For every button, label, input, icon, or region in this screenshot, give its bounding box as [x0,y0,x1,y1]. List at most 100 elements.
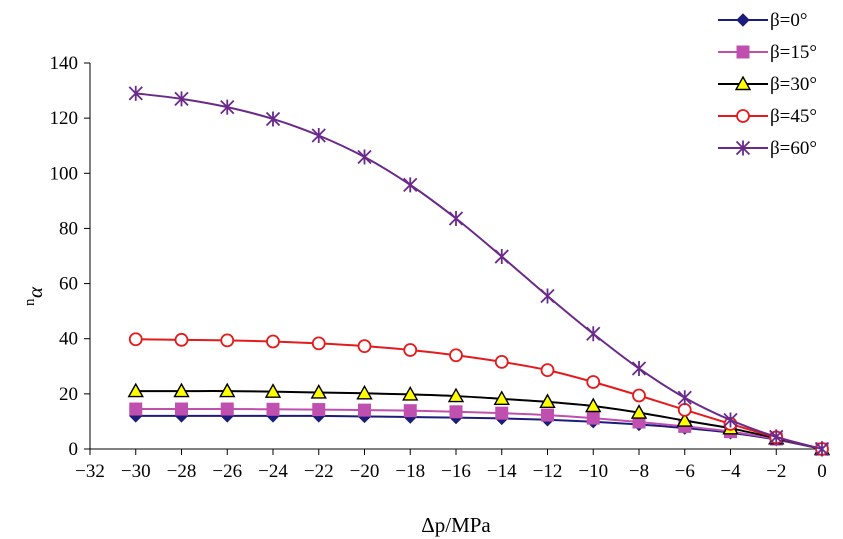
data-point [448,211,464,227]
y-tick-label: 40 [59,329,78,350]
legend-marker [735,140,751,156]
x-axis-title: Δp/MPa [421,513,491,537]
legend-item: β=60° [718,138,817,159]
series-line [135,92,823,450]
legend-label: β=60° [770,138,817,159]
data-point [586,326,601,342]
data-point [585,397,602,413]
data-point [129,402,143,416]
legend-item: β=30° [718,74,817,95]
y-tick-label: 80 [59,218,78,239]
data-point [220,402,234,416]
series-3 [128,332,829,456]
data-point [128,332,143,347]
y-axis-title-main: α [23,286,47,298]
data-point [403,404,417,418]
series-1 [129,402,829,456]
data-point [769,429,784,445]
data-point [676,412,693,427]
data-point [539,393,556,409]
series-line [135,414,823,450]
data-point [630,404,648,419]
x-tick-label: −6 [675,461,695,482]
data-point [402,385,419,401]
x-tick-label: −8 [629,461,649,482]
y-axis-title: n α [22,286,47,306]
data-point [677,402,692,417]
data-point [220,99,235,115]
data-point [493,390,510,406]
data-point [312,403,326,417]
x-tick-label: −30 [121,461,151,482]
data-point [586,411,600,425]
data-point [541,408,554,422]
data-point [265,111,281,127]
data-point [356,384,373,400]
x-tick-label: −10 [578,461,608,482]
legend-item: β=45° [718,106,817,127]
legend-label: β=0° [770,10,807,31]
x-tick-label: −14 [487,461,517,482]
data-point [540,288,555,304]
data-point [266,334,280,349]
legend-label: β=30° [770,74,817,95]
data-point [814,441,830,457]
data-point [723,412,738,428]
legend-marker [736,13,750,27]
data-point [632,388,646,403]
data-point [677,390,692,406]
data-point [540,363,555,378]
data-point [310,384,327,399]
legend-marker [734,75,752,91]
data-point [219,382,236,398]
x-tick-label: −26 [212,461,242,482]
series-4 [128,85,830,457]
legend-label: β=15° [770,42,817,63]
x-tick-label: 0 [817,461,827,482]
y-tick-label: 100 [50,163,79,184]
data-point [403,343,418,357]
x-ticks: −32 −30 −28 −26 −24 −22 −20 −18 −16 −14 −12 −10 −8 −6… [75,449,827,482]
x-tick-label: −18 [395,461,425,482]
data-point [449,348,463,363]
x-tick-label: −16 [441,461,471,482]
x-tick-label: −22 [304,461,334,482]
legend-item: β=15° [718,42,817,63]
series-line [135,390,823,450]
data-point [311,336,326,351]
data-point [264,383,282,398]
x-tick-label: −24 [258,461,288,482]
data-point [357,339,372,354]
legend-item: β=0° [718,10,807,31]
x-tick-label: −12 [533,461,563,482]
data-point [447,387,465,403]
data-point [128,85,143,101]
data-point [449,405,463,419]
y-axis-title-sup: n [22,298,38,306]
series-layer [127,85,831,457]
legend-marker [736,45,750,59]
data-point [174,91,189,107]
series-line [135,408,823,450]
y-tick-label: 120 [50,108,79,129]
data-point [586,375,601,389]
legend: β=0° β=15° β=30° β=45° β=60° [718,10,817,159]
data-point [403,177,418,193]
data-point [220,333,235,348]
series-2 [127,382,831,456]
series-line [135,338,823,450]
data-point [357,149,372,165]
x-tick-label: −32 [75,461,105,482]
data-point [494,354,509,369]
x-tick-label: −20 [350,461,380,482]
y-tick-label: 60 [59,274,78,295]
data-point [358,403,371,417]
data-point [266,402,280,416]
data-point [173,382,190,398]
data-point [631,360,647,376]
legend-marker [736,109,750,123]
x-tick-label: −4 [720,461,741,482]
y-tick-label: 0 [69,439,79,460]
data-point [127,382,144,398]
